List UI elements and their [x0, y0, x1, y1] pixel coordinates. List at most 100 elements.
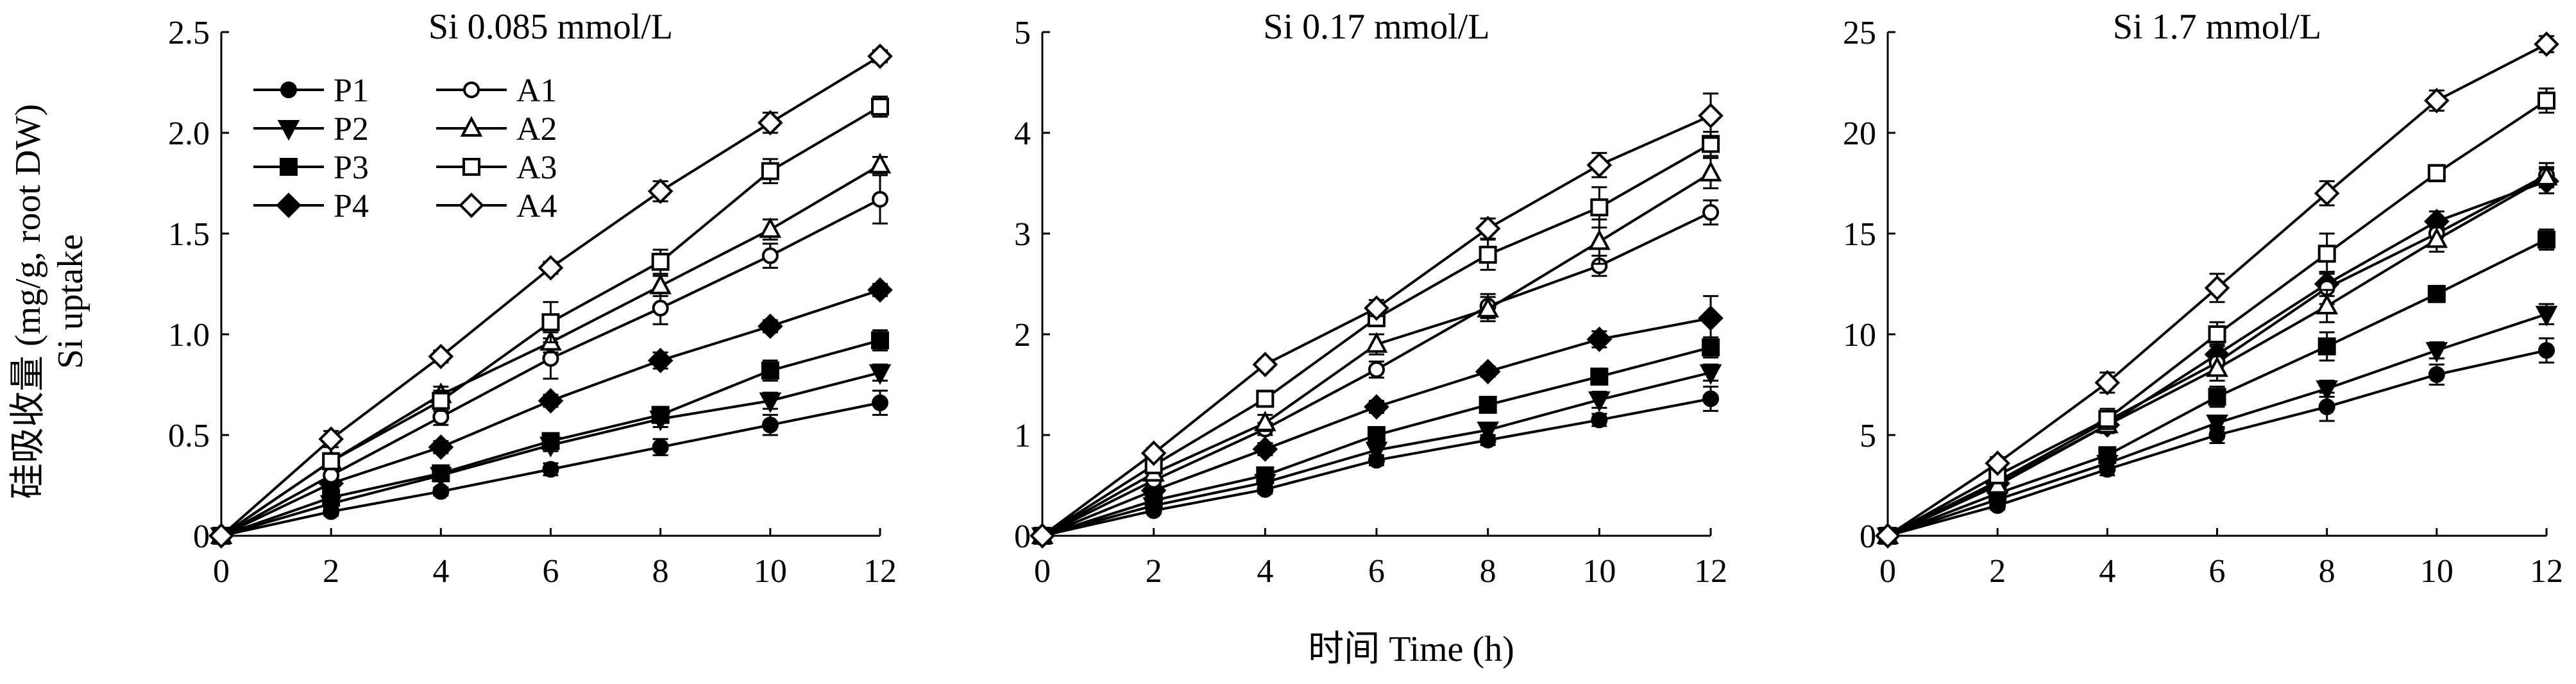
data-point-a4 — [538, 255, 564, 281]
data-point-p2 — [1477, 422, 1500, 443]
data-point-a4 — [1475, 216, 1501, 241]
data-point-a4 — [1875, 523, 1901, 549]
series-a4 — [1030, 92, 1724, 549]
data-point-p4 — [1698, 305, 1724, 331]
series-a2 — [1031, 157, 1722, 544]
data-point-a4 — [2424, 87, 2450, 114]
data-point-a2 — [2316, 293, 2339, 315]
data-point-a4 — [318, 426, 344, 452]
y-tick-label: 1.0 — [168, 317, 210, 354]
y-tick-label: 0 — [1014, 518, 1031, 555]
y-tick-label: 5 — [1014, 15, 1031, 51]
data-point-p1 — [652, 438, 669, 456]
x-tick-label: 2 — [1146, 553, 1162, 590]
y-tick-label: 0 — [1860, 518, 1876, 555]
data-point-p1 — [1702, 390, 1719, 407]
data-point-a1 — [1368, 361, 1385, 378]
legend-label: P3 — [334, 150, 369, 186]
data-point-p4 — [1252, 436, 1278, 462]
data-point-p3 — [2318, 337, 2336, 355]
data-point-a4 — [2204, 275, 2230, 301]
data-point-a3 — [651, 252, 670, 271]
data-point-p4 — [647, 347, 674, 373]
x-tick-label: 8 — [1480, 553, 1496, 590]
y-tick-label: 3 — [1014, 216, 1031, 253]
legend-label: A4 — [516, 188, 557, 225]
legend-item-a4: A4 — [436, 188, 557, 225]
data-point-p3 — [2538, 230, 2555, 249]
data-point-a2 — [2206, 356, 2228, 377]
x-tick-label: 0 — [1034, 553, 1051, 590]
legend: P1 A1 P2 A2 P3 A3 P4 A4 — [253, 73, 557, 225]
legend-label: P2 — [334, 111, 369, 148]
y-tick-label: 5 — [1860, 418, 1876, 454]
x-tick-label: 0 — [1879, 553, 1896, 590]
data-point-p3 — [432, 464, 450, 483]
legend-marker — [280, 158, 298, 176]
y-tick-label: 2 — [1014, 317, 1031, 354]
data-point-a3 — [871, 98, 889, 116]
panel-1: 0 0.5 1.0 1.5 2.0 2.5 0 2 4 6 8 10 12 Si 0.085 mmol/L — [168, 7, 897, 590]
data-point-p3 — [761, 361, 779, 380]
series-p3 — [212, 329, 889, 545]
data-point-a2 — [1699, 160, 1722, 182]
data-point-a4 — [1985, 450, 2010, 476]
data-point-p1 — [872, 394, 888, 411]
data-point-a3 — [2318, 244, 2336, 263]
data-point-a3 — [2427, 164, 2446, 182]
x-axis-label: 时间 Time (h) — [1308, 629, 1514, 669]
data-point-a1 — [652, 300, 669, 317]
series-p1 — [213, 389, 888, 544]
x-tick-label: 6 — [543, 553, 559, 590]
legend-item-p3: P3 — [253, 150, 369, 186]
legend-marker — [462, 158, 480, 176]
panel-3: 0 5 10 15 20 25 0 2 4 6 8 10 12 Si 1.7 mmol/L — [1843, 7, 2563, 590]
data-point-p4 — [867, 277, 893, 303]
x-tick-label: 4 — [432, 553, 449, 590]
x-tick-label: 12 — [1694, 553, 1727, 590]
data-point-a3 — [1590, 198, 1609, 217]
data-point-p3 — [871, 331, 889, 350]
data-point-a4 — [867, 43, 893, 69]
data-point-p3 — [2427, 285, 2446, 304]
legend-item-a3: A3 — [436, 150, 557, 186]
legend-item-a1: A1 — [436, 73, 557, 109]
data-point-a3 — [1256, 389, 1275, 408]
x-tick-label: 2 — [1989, 553, 2006, 590]
data-point-a4 — [647, 178, 674, 204]
panel-title: Si 1.7 mmol/L — [2113, 7, 2321, 47]
data-point-p1 — [2318, 398, 2335, 416]
data-point-a4 — [1140, 440, 1167, 466]
x-tick-label: 12 — [2530, 553, 2563, 590]
x-tick-label: 4 — [1257, 553, 1273, 590]
data-point-p3 — [1590, 367, 1609, 386]
data-point-a1 — [542, 350, 559, 367]
y-tick-label: 0 — [193, 518, 210, 555]
data-point-a2 — [2535, 164, 2558, 186]
data-point-p2 — [2425, 342, 2448, 363]
data-point-p4 — [538, 388, 564, 414]
data-point-a3 — [541, 313, 560, 332]
x-tick-label: 12 — [863, 553, 897, 590]
data-point-a4 — [758, 110, 783, 136]
data-point-a4 — [1698, 103, 1724, 129]
data-point-p2 — [1699, 364, 1722, 385]
data-point-p4 — [428, 434, 454, 460]
y-tick-label: 1 — [1014, 418, 1031, 454]
legend-label: P4 — [334, 188, 369, 225]
data-point-a4 — [1030, 523, 1055, 549]
data-point-p4 — [758, 313, 783, 339]
data-point-p4 — [1364, 394, 1389, 420]
data-point-p3 — [1256, 466, 1275, 484]
y-tick-label: 0.5 — [168, 418, 210, 454]
data-point-p2 — [869, 364, 892, 385]
data-point-a4 — [1252, 352, 1278, 377]
x-tick-label: 8 — [652, 553, 669, 590]
data-point-a2 — [869, 153, 892, 174]
legend-marker — [459, 192, 484, 218]
y-tick-label: 15 — [1843, 216, 1876, 253]
data-point-a3 — [2208, 325, 2226, 343]
